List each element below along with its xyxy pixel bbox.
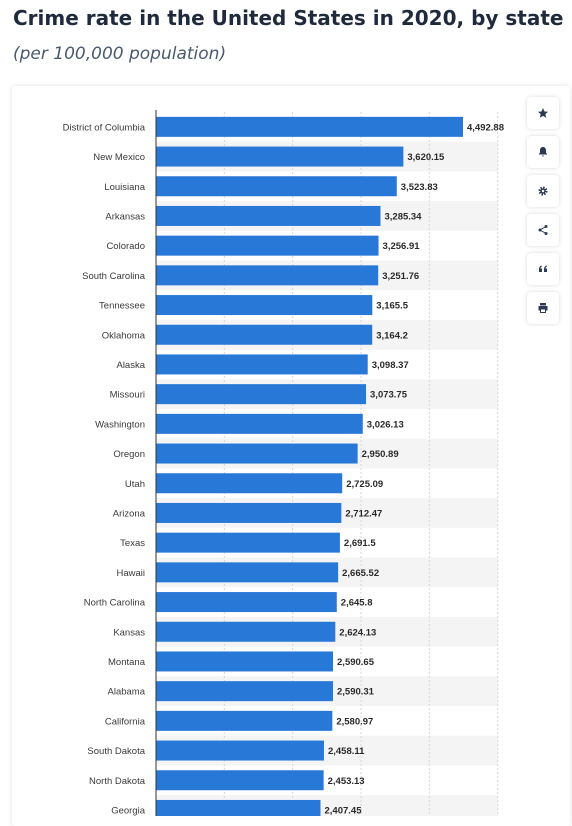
bar	[156, 176, 397, 197]
data-label: 3,251.76	[382, 271, 419, 282]
category-label: Alaska	[116, 360, 145, 371]
bar	[156, 681, 333, 702]
category-label: South Carolina	[82, 271, 146, 282]
category-label: North Dakota	[89, 776, 146, 787]
print-button[interactable]	[527, 292, 559, 324]
category-label: South Dakota	[87, 746, 145, 757]
category-label: Tennessee	[99, 301, 145, 312]
page-subtitle: (per 100,000 population)	[13, 44, 227, 64]
data-label: 2,590.31	[337, 687, 375, 698]
cite-button[interactable]	[527, 253, 559, 285]
bar	[156, 295, 373, 316]
data-label: 3,073.75	[370, 390, 408, 401]
category-label: Arkansas	[105, 211, 145, 222]
bar	[156, 592, 337, 613]
data-label: 4,492.88	[467, 122, 504, 133]
category-label: North Carolina	[84, 598, 146, 609]
bar-chart: District of Columbia 4,492.88 New Mexico 3,…	[63, 110, 504, 816]
notification-button[interactable]	[527, 136, 559, 168]
data-label: 2,590.65	[337, 657, 375, 668]
bar	[156, 205, 381, 226]
bar	[156, 770, 324, 791]
category-label: Oregon	[113, 449, 145, 460]
share-icon	[538, 225, 548, 235]
bar	[156, 799, 321, 816]
bar	[156, 502, 342, 523]
page-title: Crime rate in the United States in 2020,…	[13, 6, 564, 30]
bar	[156, 354, 368, 375]
bar	[156, 532, 340, 553]
data-label: 2,725.09	[346, 479, 383, 490]
data-label: 3,026.13	[367, 419, 404, 430]
settings-button[interactable]	[527, 175, 559, 207]
category-label: Hawaii	[116, 568, 145, 579]
category-label: Louisiana	[104, 182, 145, 193]
category-label: Arizona	[113, 508, 146, 519]
category-label: Oklahoma	[102, 330, 146, 341]
category-label: California	[105, 716, 146, 727]
bar	[156, 116, 463, 137]
bar	[156, 384, 367, 405]
data-label: 3,098.37	[372, 360, 409, 371]
bar	[156, 146, 404, 167]
data-label: 2,645.8	[341, 598, 373, 609]
quote-icon	[539, 265, 547, 272]
data-label: 2,453.13	[328, 776, 365, 787]
chart-card: District of Columbia 4,492.88 New Mexico 3,…	[12, 86, 570, 826]
data-label: 3,620.15	[407, 152, 445, 163]
bar	[156, 413, 363, 434]
gear-icon	[538, 186, 548, 196]
category-label: Missouri	[110, 390, 145, 401]
category-label: New Mexico	[93, 152, 145, 163]
star-icon	[538, 108, 548, 118]
category-label: Washington	[95, 419, 145, 430]
data-label: 3,285.34	[384, 211, 422, 222]
bar	[156, 265, 379, 286]
chart-toolbar	[527, 97, 559, 331]
bar	[156, 473, 343, 494]
data-label: 2,407.45	[325, 805, 363, 816]
bar	[156, 235, 379, 256]
bell-icon	[539, 147, 547, 157]
category-label: Texas	[120, 538, 145, 549]
bar	[156, 443, 358, 464]
data-label: 2,580.97	[336, 716, 373, 727]
category-label: Utah	[125, 479, 145, 490]
data-label: 2,691.5	[344, 538, 376, 549]
data-label: 3,165.5	[376, 301, 408, 312]
category-label: Kansas	[113, 627, 145, 638]
data-label: 2,665.52	[342, 568, 379, 579]
data-label: 3,256.91	[383, 241, 421, 252]
print-icon	[538, 303, 548, 313]
category-label: District of Columbia	[63, 122, 146, 133]
category-label: Georgia	[111, 805, 146, 816]
data-label: 2,624.13	[339, 627, 376, 638]
data-label: 3,164.2	[376, 330, 408, 341]
bar	[156, 621, 336, 642]
share-button[interactable]	[527, 214, 559, 246]
bar	[156, 562, 339, 583]
data-label: 2,458.11	[328, 746, 365, 757]
data-label: 2,950.89	[362, 449, 399, 460]
bar	[156, 651, 334, 672]
category-label: Montana	[108, 657, 146, 668]
data-label: 3,523.83	[401, 182, 438, 193]
bar	[156, 740, 324, 761]
favorite-button[interactable]	[527, 97, 559, 129]
bar	[156, 710, 333, 731]
category-label: Colorado	[106, 241, 145, 252]
bar	[156, 324, 373, 345]
data-label: 2,712.47	[345, 508, 382, 519]
category-label: Alabama	[108, 687, 146, 698]
